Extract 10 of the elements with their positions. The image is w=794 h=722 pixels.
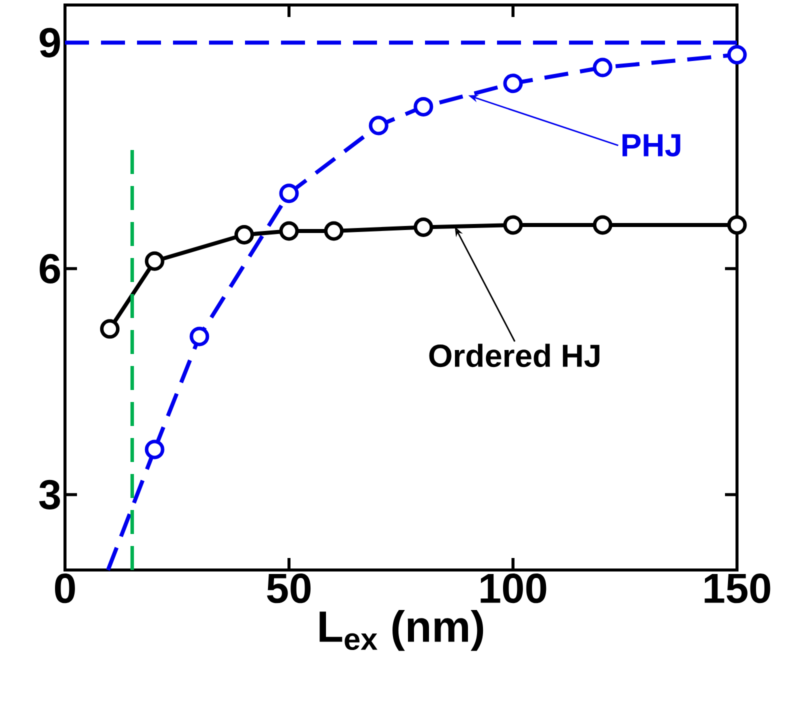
x-axis-title: L$_{ex}$ (nm) [320, 610, 484, 651]
annotation: Ordered HJ [429, 344, 600, 368]
x-tick-label: 0 [55, 574, 75, 604]
y-tick-label: 3 [39, 480, 60, 510]
x-tick-label: 100 [480, 574, 546, 604]
y-tick-label: 6 [40, 254, 60, 284]
x-tick-label: 50 [267, 574, 311, 604]
x-tick-label: 150 [704, 574, 770, 604]
annotation: PHJ [622, 134, 680, 157]
y-tick-label: 9 [40, 28, 60, 58]
